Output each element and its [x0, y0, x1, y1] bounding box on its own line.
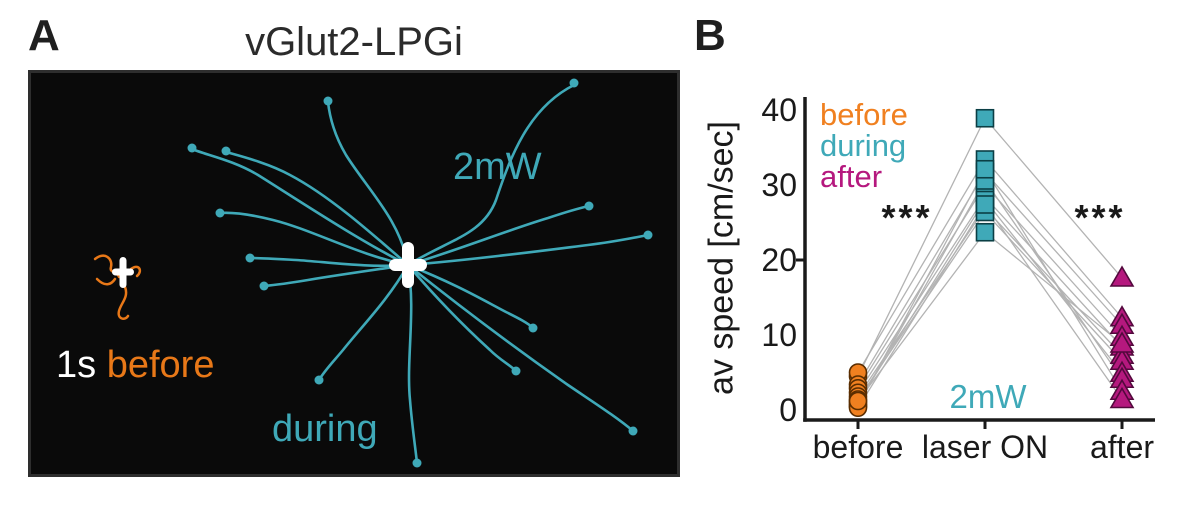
significance-before-laser: ***: [881, 197, 933, 238]
marker-before-circle: [848, 391, 868, 411]
trajectory-endpoint-dot: [259, 281, 269, 291]
x-category-label-after: after: [1089, 429, 1155, 465]
trajectory-endpoint-dot: [569, 78, 579, 88]
legend-item-during: during: [820, 128, 907, 163]
panel-a-before-caption: 1s before: [56, 346, 214, 384]
marker-during-square: [975, 159, 995, 179]
marker-during-square: [975, 108, 995, 128]
significance-laser-after: ***: [1074, 197, 1126, 238]
trajectory-endpoint-dot: [314, 375, 324, 385]
trajectory-endpoint-dot: [528, 323, 538, 333]
during-trajectory: [248, 256, 410, 268]
marker-after-triangle: [1109, 331, 1135, 353]
during-mouse-body: [389, 259, 427, 271]
x-category-label-before: before: [812, 429, 904, 465]
panel-a-title: vGlut2-LPGi: [245, 20, 463, 64]
before-trace: [95, 277, 117, 286]
panel-b-label: B: [694, 11, 726, 60]
during-trajectory: [406, 83, 576, 267]
during-trajectory: [262, 263, 410, 288]
trajectory-endpoint-dot: [245, 253, 255, 263]
panel-a-label: A: [28, 11, 60, 60]
speed-scatter-plot: [796, 97, 1155, 429]
during-trajectory: [190, 147, 410, 267]
marker-after-triangle: [1109, 386, 1135, 409]
panel-b-power-label: 2mW: [949, 378, 1027, 415]
trajectory-endpoint-dot: [323, 96, 333, 106]
legend-item-before: before: [820, 97, 908, 132]
during-trajectory: [326, 100, 410, 267]
trajectory-endpoint-dot: [643, 230, 653, 240]
y-tick-label-30: 30: [761, 167, 797, 203]
panel-a-time-label: 1s: [56, 344, 97, 386]
panel-a-power-label: 2mW: [453, 146, 542, 188]
before-trace: [117, 285, 130, 320]
before-trace: [129, 265, 142, 278]
during-trajectory: [224, 150, 410, 267]
marker-after-triangle: [1109, 265, 1135, 287]
panel-a-before-label: before: [106, 344, 215, 386]
trajectory-endpoint-dot: [628, 426, 638, 436]
spacer: [96, 344, 107, 386]
plot-legend: before during after: [820, 99, 908, 192]
x-category-label-laser-ON: laser ON: [921, 429, 1049, 465]
during-trajectory: [406, 233, 650, 267]
during-trajectory: [406, 263, 518, 373]
trajectory-endpoint-dot: [584, 201, 594, 211]
trajectory-endpoint-dot: [511, 366, 521, 376]
during-trajectory: [406, 263, 635, 433]
panel-a-during-label: during: [272, 408, 378, 450]
y-tick-label-0: 0: [779, 392, 797, 428]
during-trajectory: [406, 263, 535, 330]
trajectory-endpoint-dot: [221, 146, 231, 156]
before-mouse-body: [112, 268, 134, 276]
panel-a-trajectory-image: 2mW 1s before during: [28, 70, 680, 477]
y-tick-label-40: 40: [761, 92, 797, 128]
trajectory-plot: [93, 78, 653, 468]
marker-during-square: [975, 222, 995, 242]
during-trajectory: [317, 263, 410, 382]
y-tick-label-20: 20: [761, 242, 797, 278]
trajectory-endpoint-dot: [187, 143, 197, 153]
trajectory-endpoint-dot: [412, 458, 422, 468]
during-trajectory: [406, 263, 419, 465]
pair-connector-line: [857, 231, 1123, 402]
during-trajectory: [218, 211, 410, 267]
during-trajectory: [406, 204, 591, 267]
marker-during-square: [975, 195, 995, 214]
y-axis-label: av speed [cm/sec]: [702, 120, 741, 396]
legend-item-after: after: [820, 159, 883, 194]
trajectory-endpoint-dot: [215, 208, 225, 218]
y-tick-label-10: 10: [761, 317, 797, 353]
